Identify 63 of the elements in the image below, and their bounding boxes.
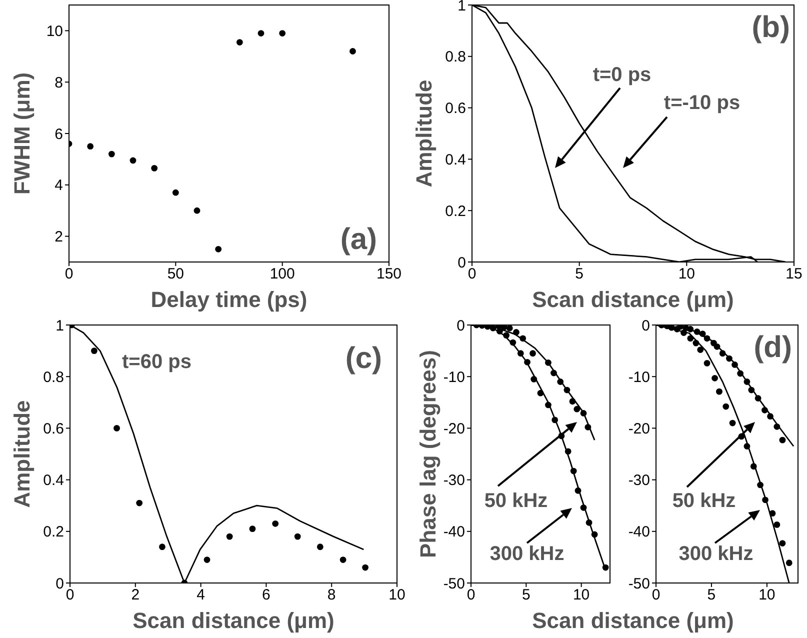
x-tick-label: 5 (575, 266, 584, 283)
y-axis-title: FWHM (μm) (10, 72, 34, 195)
y-tick-label: -40 (628, 524, 650, 541)
y-tick-label: 10 (46, 23, 63, 40)
y-tick-label: -20 (443, 420, 465, 438)
annotation: 50 kHz (672, 490, 736, 512)
x-tick-label: 15 (786, 266, 802, 283)
y-tick-label: 1 (458, 0, 466, 14)
annotation: 50 kHz (484, 490, 548, 512)
y-tick-label: 1 (56, 317, 64, 334)
annotation: t=60 ps (122, 351, 192, 373)
y-tick-label: -20 (628, 420, 650, 438)
y-tick-label: 4 (54, 177, 63, 194)
y-tick-label: -30 (443, 472, 465, 490)
x-tick-label: 5 (707, 586, 716, 604)
y-tick-label: -40 (443, 524, 465, 541)
y-tick-label: 0.8 (445, 48, 466, 66)
x-tick-label: 2 (131, 586, 140, 604)
annotation: 300 kHz (490, 543, 564, 565)
y-tick-label: 0 (642, 317, 650, 334)
x-tick-label: 10 (758, 586, 776, 604)
x-axis-title: Scan distance (μm) (132, 608, 334, 633)
y-tick-label: 0.4 (43, 472, 64, 490)
y-tick-label: 0.4 (445, 152, 466, 169)
y-tick-label: 0.2 (445, 202, 466, 220)
annotation: t=0 ps (592, 64, 652, 86)
x-tick-label: 150 (376, 266, 402, 283)
annotation: 300 kHz (678, 543, 754, 565)
x-tick-label: 6 (262, 586, 270, 604)
x-tick-label: 4 (196, 586, 205, 604)
x-tick-label: 50 (167, 266, 184, 283)
x-tick-label: 10 (572, 586, 590, 604)
x-axis-title: Delay time (ps) (150, 287, 308, 312)
y-tick-label: 0.6 (43, 420, 64, 438)
x-axis-title: Scan distance (μm) (532, 608, 734, 633)
x-tick-label: 5 (522, 586, 530, 604)
y-axis-title: Amplitude (10, 400, 34, 508)
x-tick-label: 100 (270, 266, 295, 283)
annotation: (b) (752, 11, 790, 44)
y-tick-label: -10 (443, 368, 465, 386)
y-tick-label: 0.8 (43, 368, 64, 386)
annotation: (c) (345, 342, 382, 375)
y-tick-label: -10 (628, 368, 650, 386)
y-tick-label: 8 (54, 74, 63, 92)
annotation: (d) (754, 331, 792, 364)
x-axis-title: Scan distance (μm) (532, 287, 734, 312)
y-tick-label: 0 (456, 317, 465, 334)
y-tick-label: 0.6 (445, 100, 466, 118)
x-tick-label: 8 (327, 586, 336, 604)
annotation: (a) (340, 223, 377, 256)
y-tick-label: 2 (54, 228, 63, 246)
y-tick-label: -30 (628, 472, 650, 490)
y-tick-label: -50 (443, 575, 465, 592)
y-tick-label: 0.2 (43, 524, 64, 541)
y-axis-title: Amplitude (412, 80, 436, 188)
annotation: t=-10 ps (664, 92, 740, 114)
y-tick-label: -50 (628, 575, 650, 592)
x-tick-label: 10 (388, 586, 406, 604)
y-axis-title: Phase lag (degrees) (416, 350, 440, 558)
y-tick-label: 6 (54, 126, 63, 143)
y-tick-label: 0 (56, 575, 64, 592)
x-tick-label: 10 (678, 266, 696, 283)
y-tick-label: 0 (458, 254, 466, 272)
